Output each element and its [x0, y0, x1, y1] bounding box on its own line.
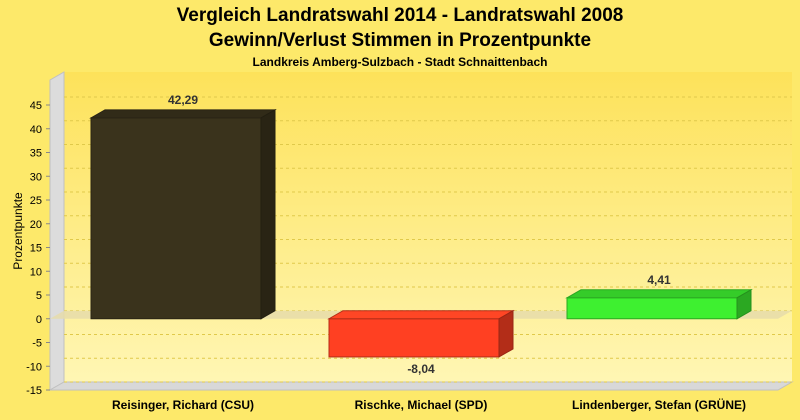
bar-top — [89, 109, 277, 119]
y-tick-label: 30 — [30, 171, 42, 183]
bar — [565, 288, 753, 320]
chart-title: Vergleich Landratswahl 2014 - Landratswa… — [177, 5, 624, 26]
bar-value-label: 42,29 — [168, 93, 198, 107]
plot-floor — [48, 381, 794, 391]
y-tick-label: 40 — [30, 124, 42, 136]
y-tick-label: 25 — [30, 195, 42, 207]
bar-value-label: 4,41 — [647, 273, 671, 287]
y-tick-label: 35 — [30, 148, 42, 160]
bar — [89, 109, 277, 320]
y-tick-label: 15 — [30, 243, 42, 255]
y-tick-label: 45 — [30, 100, 42, 112]
chart-subtitle: Gewinn/Verlust Stimmen in Prozentpunkte — [209, 30, 591, 51]
bar-side — [260, 109, 276, 320]
y-tick-label: -5 — [32, 338, 42, 350]
x-category-label: Reisinger, Richard (CSU) — [112, 398, 254, 412]
x-category-label: Lindenberger, Stefan (GRÜNE) — [572, 397, 746, 412]
bar-front — [566, 297, 738, 320]
bar-side — [736, 288, 752, 320]
y-tick-label: 0 — [36, 314, 42, 326]
y-tick-label: 10 — [30, 266, 42, 278]
bar-top — [565, 289, 753, 299]
x-category-label: Rischke, Michael (SPD) — [355, 398, 488, 412]
y-tick-label: -10 — [26, 361, 42, 373]
bar-front — [90, 117, 262, 320]
y-tick-label: 20 — [30, 219, 42, 231]
bar-side — [498, 309, 514, 358]
bar-value-label: -8,04 — [407, 362, 435, 376]
plot-left-wall — [49, 71, 65, 391]
bar — [327, 309, 515, 358]
y-tick-label: -15 — [26, 385, 42, 397]
bar-top — [327, 310, 515, 320]
y-axis-label: Prozentpunkte — [11, 192, 25, 270]
bar-front — [328, 318, 500, 358]
chart-region-label: Landkreis Amberg-Sulzbach - Stadt Schnai… — [253, 55, 548, 69]
y-tick-label: 5 — [36, 290, 42, 302]
